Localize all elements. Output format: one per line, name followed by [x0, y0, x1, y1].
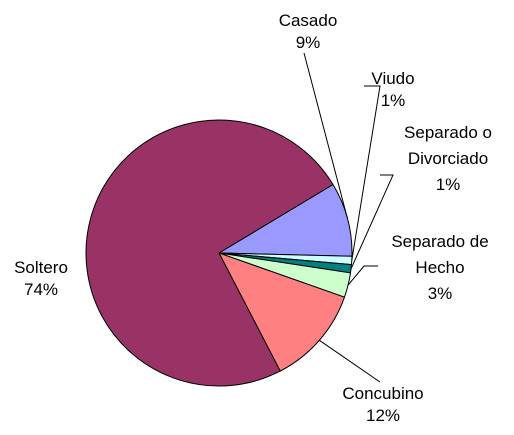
slice-percent-label: 12% [366, 406, 400, 425]
pie-slice-5 [85, 119, 334, 387]
leader-line-3 [347, 265, 378, 286]
slice-percent-label: 1% [436, 175, 461, 194]
slice-percent-label: 9% [296, 33, 321, 52]
slice-category-label: Casado [279, 11, 338, 30]
leader-line-4 [319, 339, 381, 383]
slices-layer [85, 119, 353, 387]
slice-percent-label: 3% [428, 284, 453, 303]
slice-label-2: Separado o Divorciado 1% [404, 123, 492, 194]
slice-percent-label: 74% [24, 280, 58, 299]
slice-category-label: Concubino [342, 384, 423, 403]
leader-line-0 [303, 52, 349, 220]
slice-category-label: Separado de [391, 232, 488, 251]
slice-label-0: Casado 9% [279, 11, 338, 52]
slice-category-label: Viudo [371, 69, 414, 88]
slice-percent-label: 1% [381, 91, 406, 110]
slice-label-4: Concubino 12% [342, 384, 423, 425]
slice-label-1: Viudo 1% [371, 69, 414, 110]
slice-label-5: Soltero 74% [14, 258, 68, 299]
leader-lines-layer [303, 52, 394, 383]
leader-line-2 [350, 174, 394, 269]
slice-category-label: Soltero [14, 258, 68, 277]
slice-category-label: Hecho [415, 258, 464, 277]
pie-slice-4 [217, 252, 346, 372]
slice-category-label: Divorciado [408, 149, 488, 168]
leader-line-1 [351, 85, 381, 261]
slice-label-3: Separado de Hecho 3% [391, 232, 488, 303]
slice-category-label: Separado o [404, 123, 492, 142]
